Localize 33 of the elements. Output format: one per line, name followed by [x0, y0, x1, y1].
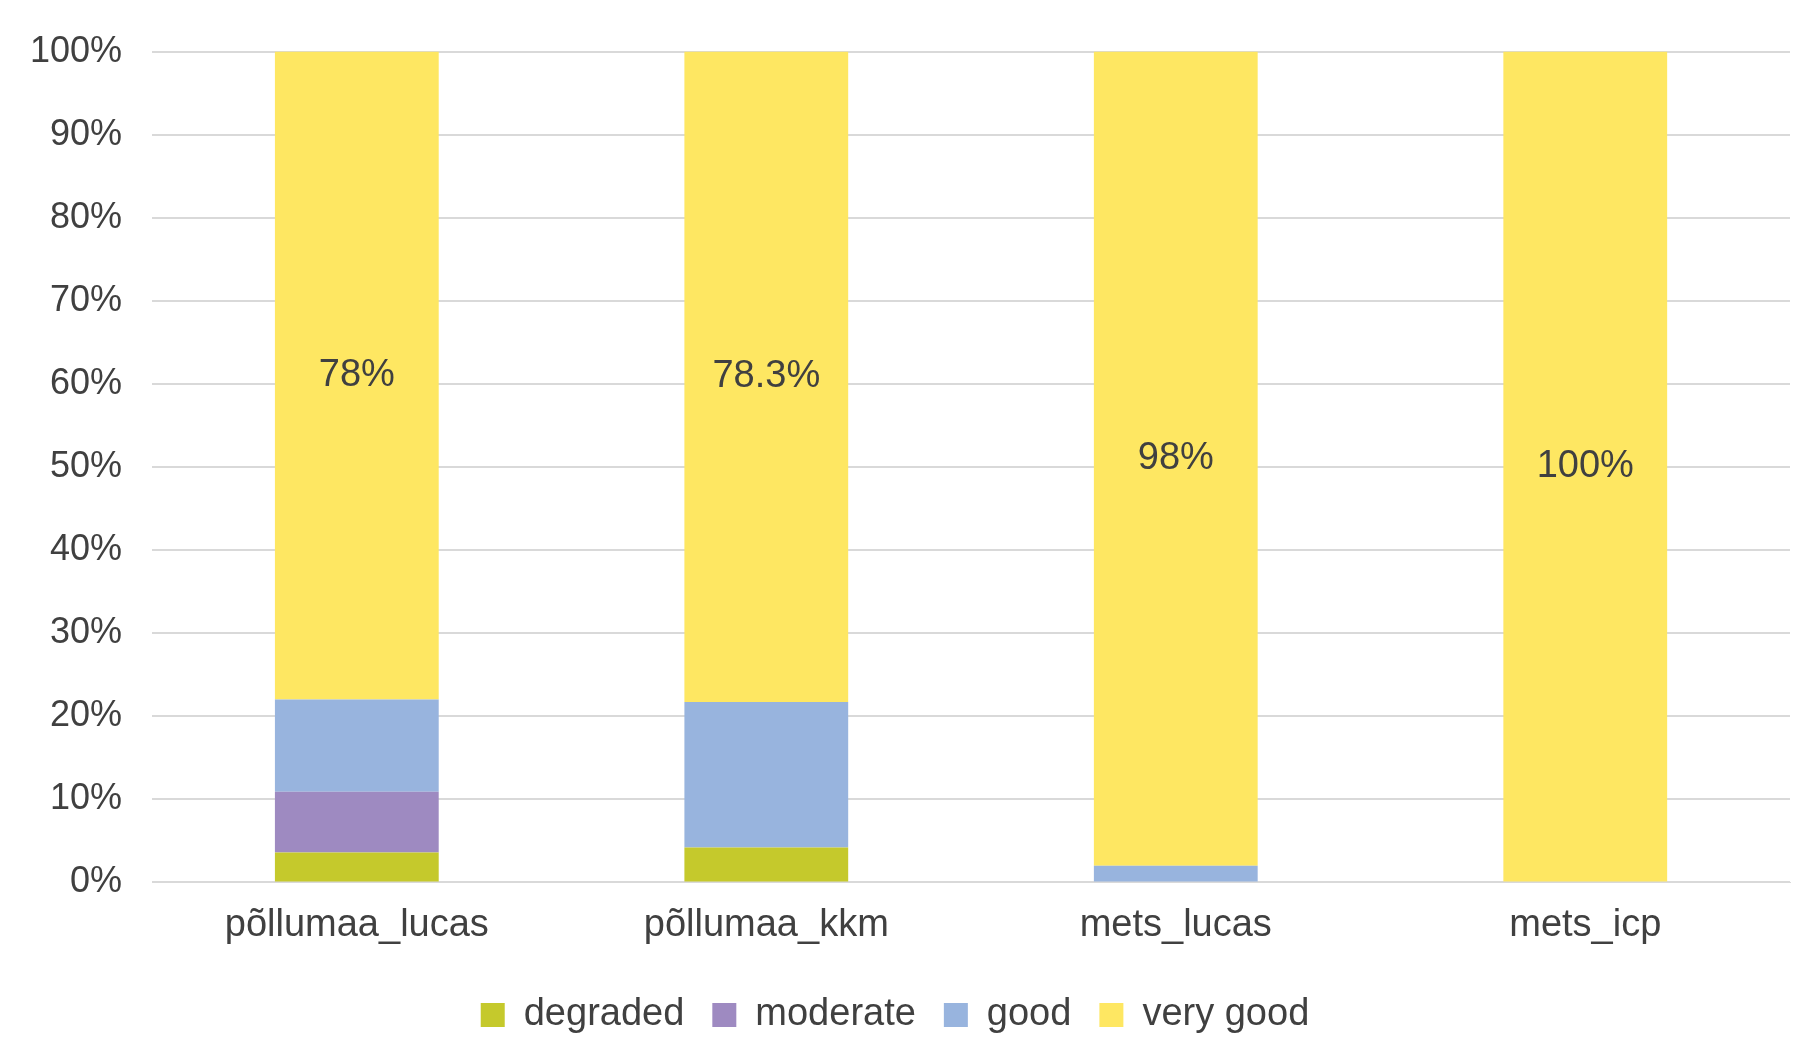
- y-tick-label: 30%: [50, 610, 123, 652]
- x-tick-label: põllumaa_lucas: [224, 901, 489, 944]
- legend-label: degraded: [523, 991, 685, 1034]
- bar: [684, 702, 849, 848]
- bar: [274, 791, 439, 853]
- bar: [684, 51, 849, 703]
- bar: [684, 847, 849, 882]
- bar: [274, 852, 439, 882]
- y-tick-label: 50%: [50, 443, 123, 485]
- data-label: 78.3%: [712, 353, 821, 396]
- y-tick-label: 70%: [50, 277, 123, 319]
- y-tick-label: 60%: [50, 360, 123, 402]
- legend-label: good: [986, 991, 1072, 1034]
- data-label: 98%: [1137, 435, 1214, 478]
- y-tick-label: 100%: [30, 28, 123, 70]
- bar: [1093, 865, 1258, 882]
- bar: [1503, 51, 1668, 882]
- y-tick-label: 40%: [50, 527, 123, 568]
- x-tick-label: mets_icp: [1509, 901, 1662, 944]
- y-tick-label: 80%: [50, 194, 123, 236]
- y-tick-label: 90%: [50, 111, 123, 153]
- y-tick-label: 0%: [70, 859, 123, 901]
- legend-label: moderate: [755, 991, 916, 1034]
- x-tick-label: põllumaa_kkm: [643, 901, 889, 944]
- y-tick-label: 10%: [50, 776, 123, 818]
- y-tick-label: 20%: [50, 693, 123, 735]
- bar: [274, 51, 439, 700]
- legend-label: very good: [1142, 991, 1310, 1034]
- data-label: 78%: [318, 352, 395, 395]
- bar: [274, 699, 439, 792]
- x-tick-label: mets_lucas: [1079, 901, 1272, 944]
- bar: [1093, 51, 1258, 866]
- data-label: 100%: [1536, 442, 1634, 485]
